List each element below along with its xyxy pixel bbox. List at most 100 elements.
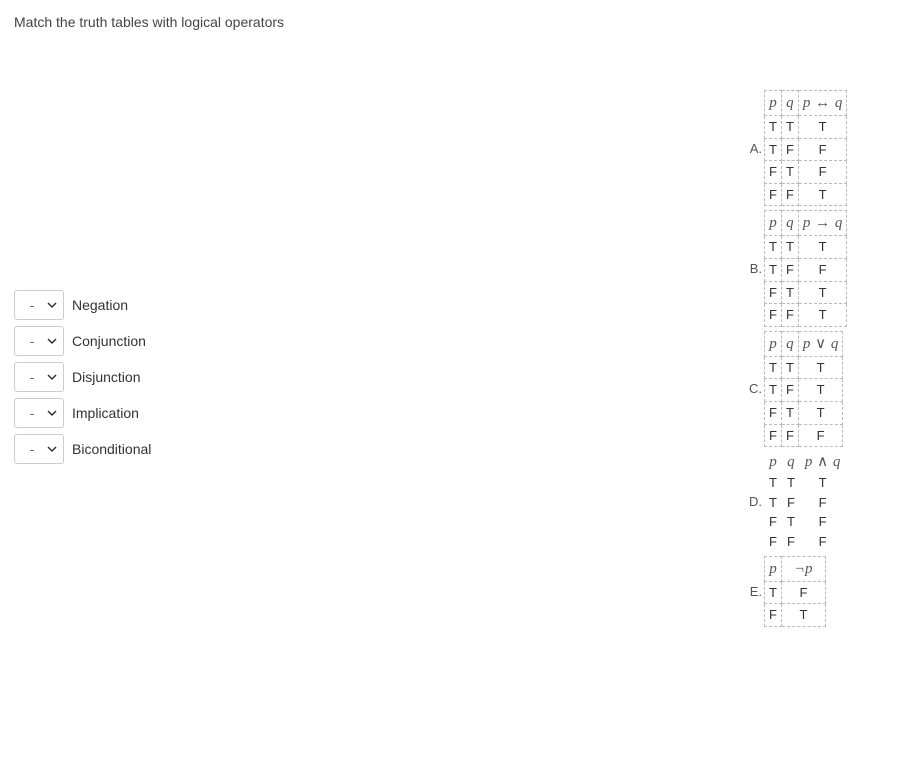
table-row: TFF bbox=[764, 493, 845, 513]
table-cell: T bbox=[800, 473, 845, 493]
table-entry-A: A.pqp ↔ qTTTTFFFTFFFT bbox=[744, 90, 884, 206]
table-cell: T bbox=[781, 236, 798, 259]
table-cell: T bbox=[781, 116, 798, 139]
table-cell: F bbox=[764, 532, 782, 552]
table-cell: T bbox=[781, 401, 798, 424]
table-cell: T bbox=[798, 401, 842, 424]
table-row: TF bbox=[765, 581, 826, 604]
select-biconditional[interactable]: - bbox=[14, 434, 64, 464]
table-row: TFT bbox=[765, 379, 843, 402]
operator-label: Implication bbox=[72, 405, 139, 421]
table-row: FFT bbox=[765, 304, 847, 327]
table-cell: T bbox=[798, 281, 847, 304]
table-header-cell: q bbox=[781, 91, 798, 116]
table-header-cell: p → q bbox=[798, 211, 847, 236]
table-row: TTT bbox=[765, 356, 843, 379]
table-cell: T bbox=[798, 116, 847, 139]
table-header-cell: p bbox=[765, 91, 782, 116]
operator-label: Disjunction bbox=[72, 369, 140, 385]
table-row: TTT bbox=[765, 116, 847, 139]
tables-column: A.pqp ↔ qTTTTFFFTFFFTB.pqp → qTTTTFFFTTF… bbox=[744, 90, 884, 631]
table-cell: F bbox=[798, 424, 842, 447]
chevron-down-icon bbox=[47, 408, 57, 418]
table-cell: T bbox=[781, 281, 798, 304]
table-cell: F bbox=[782, 493, 800, 513]
table-cell: F bbox=[800, 512, 845, 532]
table-cell: T bbox=[781, 161, 798, 184]
table-cell: T bbox=[764, 473, 782, 493]
table-cell: F bbox=[798, 161, 847, 184]
table-header-cell: q bbox=[782, 451, 800, 473]
table-cell: F bbox=[798, 258, 847, 281]
table-entry-C: C.pqp ∨ qTTTTFTFTTFFF bbox=[744, 331, 884, 447]
table-row: FTF bbox=[764, 512, 845, 532]
table-cell: T bbox=[782, 512, 800, 532]
table-cell: F bbox=[800, 532, 845, 552]
table-cell: F bbox=[781, 183, 798, 206]
table-header-cell: p ↔ q bbox=[798, 91, 847, 116]
table-header-cell: ¬p bbox=[781, 556, 825, 581]
operator-label: Conjunction bbox=[72, 333, 146, 349]
table-cell: F bbox=[765, 401, 782, 424]
table-row: FTT bbox=[765, 281, 847, 304]
match-row-disjunction: - Disjunction bbox=[14, 362, 314, 392]
table-cell: F bbox=[781, 379, 798, 402]
table-cell: T bbox=[798, 236, 847, 259]
table-cell: T bbox=[765, 236, 782, 259]
table-cell: F bbox=[765, 604, 782, 627]
table-header-cell: q bbox=[781, 211, 798, 236]
table-cell: T bbox=[765, 356, 782, 379]
table-cell: T bbox=[765, 379, 782, 402]
table-cell: T bbox=[765, 116, 782, 139]
table-cell: T bbox=[765, 258, 782, 281]
select-value: - bbox=[21, 406, 43, 421]
select-conjunction[interactable]: - bbox=[14, 326, 64, 356]
select-value: - bbox=[21, 334, 43, 349]
select-negation[interactable]: - bbox=[14, 290, 64, 320]
table-cell: F bbox=[765, 161, 782, 184]
table-cell: F bbox=[800, 493, 845, 513]
table-cell: F bbox=[782, 532, 800, 552]
select-value: - bbox=[21, 442, 43, 457]
table-header-cell: p bbox=[765, 331, 782, 356]
chevron-down-icon bbox=[47, 336, 57, 346]
select-value: - bbox=[21, 370, 43, 385]
chevron-down-icon bbox=[47, 444, 57, 454]
table-letter: B. bbox=[744, 261, 762, 276]
table-row: FFT bbox=[765, 183, 847, 206]
select-value: - bbox=[21, 298, 43, 313]
table-cell: F bbox=[764, 512, 782, 532]
table-entry-D: D.pqp ∧ qTTTTFFFTFFFF bbox=[744, 451, 884, 551]
match-row-implication: - Implication bbox=[14, 398, 314, 428]
table-letter: A. bbox=[744, 141, 762, 156]
select-disjunction[interactable]: - bbox=[14, 362, 64, 392]
table-row: FTT bbox=[765, 401, 843, 424]
table-row: TTT bbox=[764, 473, 845, 493]
chevron-down-icon bbox=[47, 300, 57, 310]
table-entry-B: B.pqp → qTTTTFFFTTFFT bbox=[744, 210, 884, 326]
match-row-negation: - Negation bbox=[14, 290, 314, 320]
table-row: TTT bbox=[765, 236, 847, 259]
truth-table: pqp → qTTTTFFFTTFFT bbox=[764, 210, 847, 326]
truth-table: pqp ↔ qTTTTFFFTFFFT bbox=[764, 90, 847, 206]
table-header-cell: p ∧ q bbox=[800, 451, 845, 473]
table-letter: D. bbox=[744, 494, 762, 509]
table-row: FFF bbox=[764, 532, 845, 552]
table-cell: T bbox=[781, 604, 825, 627]
table-cell: F bbox=[798, 138, 847, 161]
select-implication[interactable]: - bbox=[14, 398, 64, 428]
table-row: FFF bbox=[765, 424, 843, 447]
operator-label: Biconditional bbox=[72, 441, 151, 457]
table-cell: F bbox=[781, 581, 825, 604]
table-header-cell: p bbox=[764, 451, 782, 473]
table-cell: F bbox=[781, 138, 798, 161]
table-cell: T bbox=[798, 304, 847, 327]
match-row-biconditional: - Biconditional bbox=[14, 434, 314, 464]
table-cell: F bbox=[781, 424, 798, 447]
table-cell: T bbox=[765, 138, 782, 161]
table-cell: T bbox=[798, 183, 847, 206]
table-cell: T bbox=[798, 379, 842, 402]
truth-table: pqp ∨ qTTTTFTFTTFFF bbox=[764, 331, 843, 447]
question-text: Match the truth tables with logical oper… bbox=[14, 14, 894, 30]
table-cell: F bbox=[765, 183, 782, 206]
